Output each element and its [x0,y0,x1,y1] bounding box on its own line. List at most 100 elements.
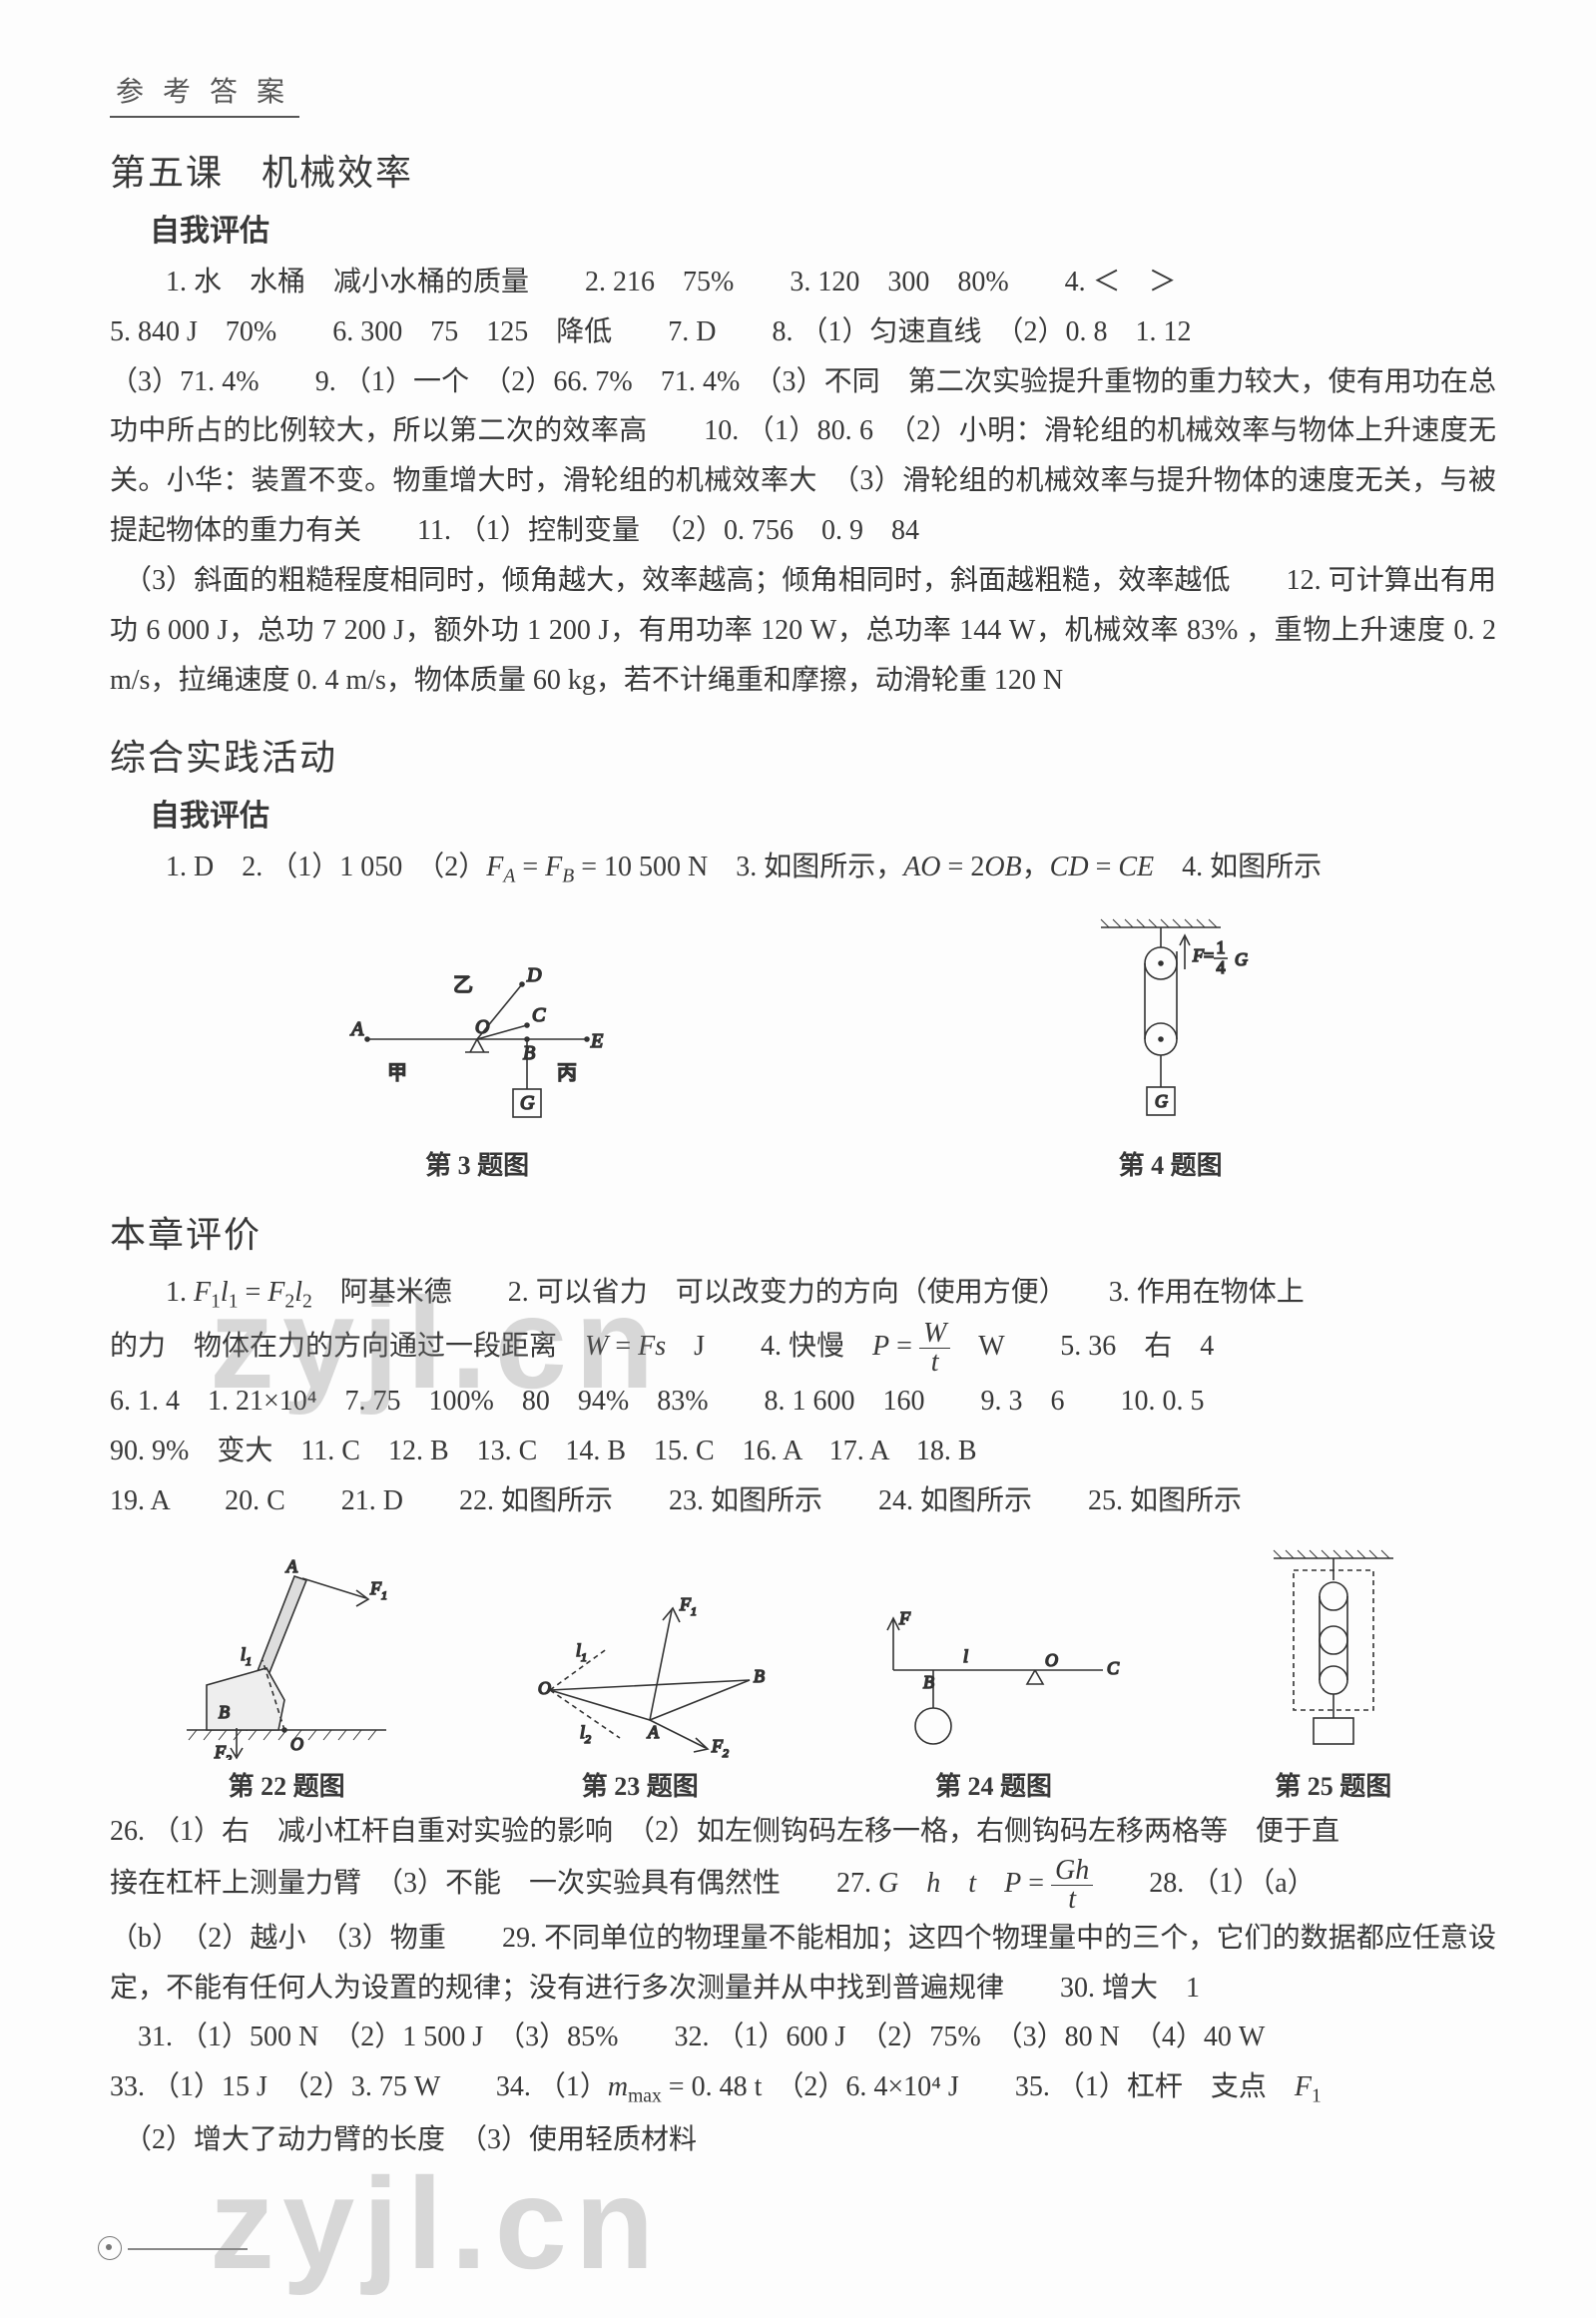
svg-text:l1: l1 [576,1640,587,1664]
f4-G: G [1155,1091,1168,1111]
ch-eq3: = [889,1331,919,1362]
lesson5-body: 1. 水 水桶 减小水桶的质量 2. 216 75% 3. 120 300 80… [110,258,1496,705]
f23-l1s: 1 [581,1650,587,1664]
f3-yi: 乙 [453,974,473,996]
ch-frac1: Wt [919,1320,950,1377]
f22-F2s: 2 [226,1752,232,1760]
f3-E: E [590,1030,603,1052]
pr-OB: OB [984,852,1021,882]
pr-AO: AO [903,852,940,882]
ch-p4: 90. 9% 变大 11. C 12. B 13. C 14. B 15. C … [110,1427,1496,1476]
pr-FA: F [486,852,503,882]
pr-FB-sub: B [562,867,574,887]
l5-p3: （3）71. 4% 9. （1）一个 （2）66. 7% 71. 4% （3）不… [110,357,1496,556]
f3-C: C [532,1004,546,1026]
svg-text:F1: F1 [369,1578,387,1602]
f23-A: A [647,1722,660,1742]
f24-l: l [963,1646,968,1666]
fig3-caption: 第 3 题图 [159,1145,797,1182]
ch-G: G [878,1868,898,1899]
fig25-cell: 第 25 题图 [1181,1540,1486,1803]
ch-F2: F [267,1277,284,1308]
f22-F1s: 1 [381,1588,387,1602]
ch-p6a: 26. （1）右 减小杠杆自重对实验的影响 （2）如左侧钩码左移一格，右侧钩码左… [110,1807,1496,1857]
figure-row-1: O D 乙 C B E [110,909,1496,1182]
f24-F: F [898,1608,911,1628]
pr-comma: ， [1022,852,1050,882]
ch-l2: l [294,1277,302,1308]
f4-den: 4 [1216,957,1225,977]
f22-A: A [285,1556,298,1576]
f23-B: B [754,1666,765,1686]
f4-num: 1 [1216,937,1225,957]
pr-eq: = [515,852,545,882]
fig24-cell: O C B F l 第 24 题图 [827,1580,1160,1803]
ch-l1s: 1 [229,1292,239,1313]
ch-frac2-d: t [1051,1885,1093,1914]
fig3-cell: O D 乙 C B E [159,939,797,1182]
ch-p2-c: W 5. 36 右 4 [950,1331,1214,1362]
pr-eq3: = [1089,852,1119,882]
subtitle-selfeval-1: 自我评估 [150,206,1496,250]
ch-F1: F [194,1277,211,1308]
svg-text:1: 1 [1216,937,1225,957]
ch-eq2: = [608,1331,638,1362]
f24-B: B [923,1672,934,1692]
watermark-2: zyjl.cn [210,2148,662,2298]
section-title-lesson5: 第五课 机械效率 [110,144,1496,196]
l5-p2: 5. 840 J 70% 6. 300 75 125 降低 7. D 8. （1… [110,307,1496,357]
ch-ms: max [628,2086,662,2107]
ch-p7: （b） （2）越小 （3）物重 29. 不同单位的物理量不能相加；这四个物理量中… [110,1914,1496,2014]
ch-p2-a: 的力 物体在力的方向通过一段距离 [110,1331,585,1362]
ch-p6-b: 接在杠杆上测量力臂 （3）不能 一次实验具有偶然性 27. [110,1868,878,1899]
ch-p10: （2）增大了动力臂的长度 （3）使用轻质材料 [110,2115,1496,2165]
fig24-svg: O C B F l [863,1580,1123,1760]
ch-t: t [968,1868,976,1899]
f3-D: D [526,964,542,986]
f3-jia: 甲 [387,1062,407,1084]
f23-O: O [538,1678,551,1698]
svg-text:l1: l1 [241,1644,252,1668]
f3-bing: 丙 [557,1062,577,1084]
ch-W: W [585,1331,608,1362]
practice-p1: 1. D 2. （1）1 050 （2）FA = FB = 10 500 N 3… [110,843,1496,894]
fig25-svg [1244,1540,1423,1760]
ch-F2s: 2 [284,1292,294,1313]
ch-P2: P [1004,1868,1021,1899]
ch-F1b: F [1295,2071,1312,2102]
svg-text:F1: F1 [679,1594,697,1618]
fig22-cell: O A B F1 l1 F2 [120,1550,452,1803]
ch-l2s: 2 [302,1292,312,1313]
f4-G2: G [1235,949,1248,969]
ch-p2: 的力 物体在力的方向通过一段距离 W = Fs J 4. 快慢 P = Wt W… [110,1320,1496,1377]
f3-G: G [520,1092,535,1114]
fig22-svg: O A B F1 l1 F2 [167,1550,406,1760]
ch-p1-b: 阿基米德 2. 可以省力 可以改变力的方向（使用方便） 3. 作用在物体上 [312,1277,1305,1308]
ch-F1s: 1 [211,1292,221,1313]
footer-ornament-icon [98,2236,122,2260]
svg-text:F=: F= [1192,945,1214,965]
pr-CD: CD [1050,852,1089,882]
ch-p6-d: 28. （1）（a） [1093,1868,1315,1899]
ch-p1: 1. F1l1 = F2l2 阿基米德 2. 可以省力 可以改变力的方向（使用方… [110,1268,1496,1320]
svg-text:F2: F2 [711,1736,729,1760]
fig4-cell: G F= 1 4 G [893,909,1448,1182]
ch-p8: 31. （1）500 N （2）1 500 J （3）85% 32. （1）60… [110,2013,1496,2062]
ch-P: P [872,1331,889,1362]
fig4-svg: G F= 1 4 G [1061,909,1281,1139]
figure-row-2: O A B F1 l1 F2 [110,1540,1496,1803]
pr-p1-c: 4. 如图所示 [1154,852,1322,882]
f3-A: A [349,1018,364,1040]
ch-frac1-n: W [919,1320,950,1348]
ch-F1bs: 1 [1312,2086,1322,2107]
svg-text:4: 4 [1216,957,1225,977]
pr-FB: F [545,852,562,882]
fig23-caption: 第 23 题图 [474,1766,806,1803]
running-head-rule [110,116,1496,118]
pr-p1-a: 1. D 2. （1）1 050 （2） [166,852,486,882]
footer-rule [128,2248,248,2250]
ch-m: m [608,2071,628,2102]
pr-p1-b: = 10 500 N 3. 如图所示， [574,852,903,882]
running-head: 参 考 答 案 [116,70,1496,110]
fig23-cell: O A B F1 F2 l1 l2 [474,1570,806,1803]
